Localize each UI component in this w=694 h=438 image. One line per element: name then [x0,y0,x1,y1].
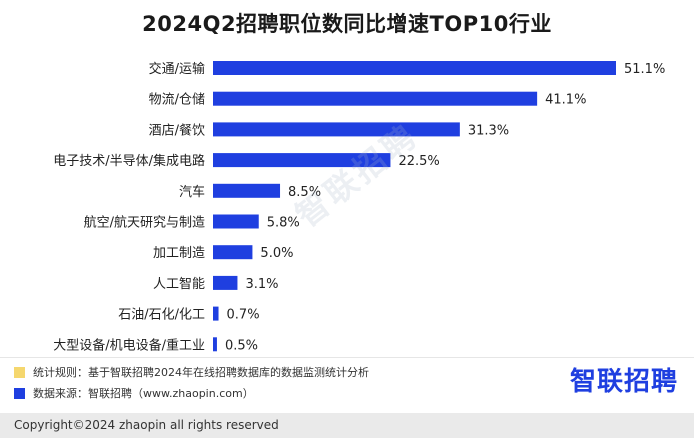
chart-title: 2024Q2招聘职位数同比增速TOP10行业 [142,12,552,36]
value-label: 22.5% [398,154,439,169]
bar [213,245,253,260]
category-label: 人工智能 [153,277,205,292]
bar [213,153,391,168]
copyright-bar: Copyright©2024 zhaopin all rights reserv… [0,413,694,438]
value-label: 31.3% [468,123,509,138]
bar [213,122,460,137]
bar [213,61,616,75]
note-rule-text: 统计规则：基于智联招聘2024年在线招聘数据库的数据监测统计分析 [33,366,369,379]
category-label: 汽车 [179,184,205,200]
bar [213,275,238,290]
category-label: 交通/运输 [149,61,205,77]
value-label: 5.8% [267,216,300,231]
bar [213,214,259,229]
yellow-square-icon [14,366,25,378]
category-label: 电子技术/半导体/集成电路 [53,153,205,169]
value-label: 0.7% [227,308,260,323]
value-label: 5.0% [260,246,293,261]
category-label: 物流/仓储 [149,93,205,108]
category-label: 航空/航天研究与制造 [84,215,205,231]
bar-chart: 交通/运输 51.1% 物流/仓储 41.1% 酒店/餐饮 31.3% 电子技术/半导体/集… [53,61,665,353]
category-label: 酒店/餐饮 [149,122,205,138]
value-label: 41.1% [545,93,586,108]
bar [213,306,219,321]
blue-square-icon [14,387,25,399]
category-label: 大型设备/机电设备/重工业 [53,337,205,353]
value-label: 3.1% [245,277,278,292]
category-label: 加工制造 [153,246,205,261]
footer-divider [0,357,694,358]
note-source-text: 数据来源：智联招聘（www.zhaopin.com） [33,387,254,400]
value-label: 8.5% [288,185,321,200]
note-rule: 统计规则：基于智联招聘2024年在线招聘数据库的数据监测统计分析 [14,364,369,380]
brand-logo: 智联招聘 [569,367,678,397]
bar [213,337,217,352]
bar [213,183,281,198]
value-label: 51.1% [624,62,665,77]
value-label: 0.5% [225,338,258,353]
category-label: 石油/石化/化工 [118,308,205,323]
bar [213,91,538,106]
note-source: 数据来源：智联招聘（www.zhaopin.com） [14,385,254,401]
